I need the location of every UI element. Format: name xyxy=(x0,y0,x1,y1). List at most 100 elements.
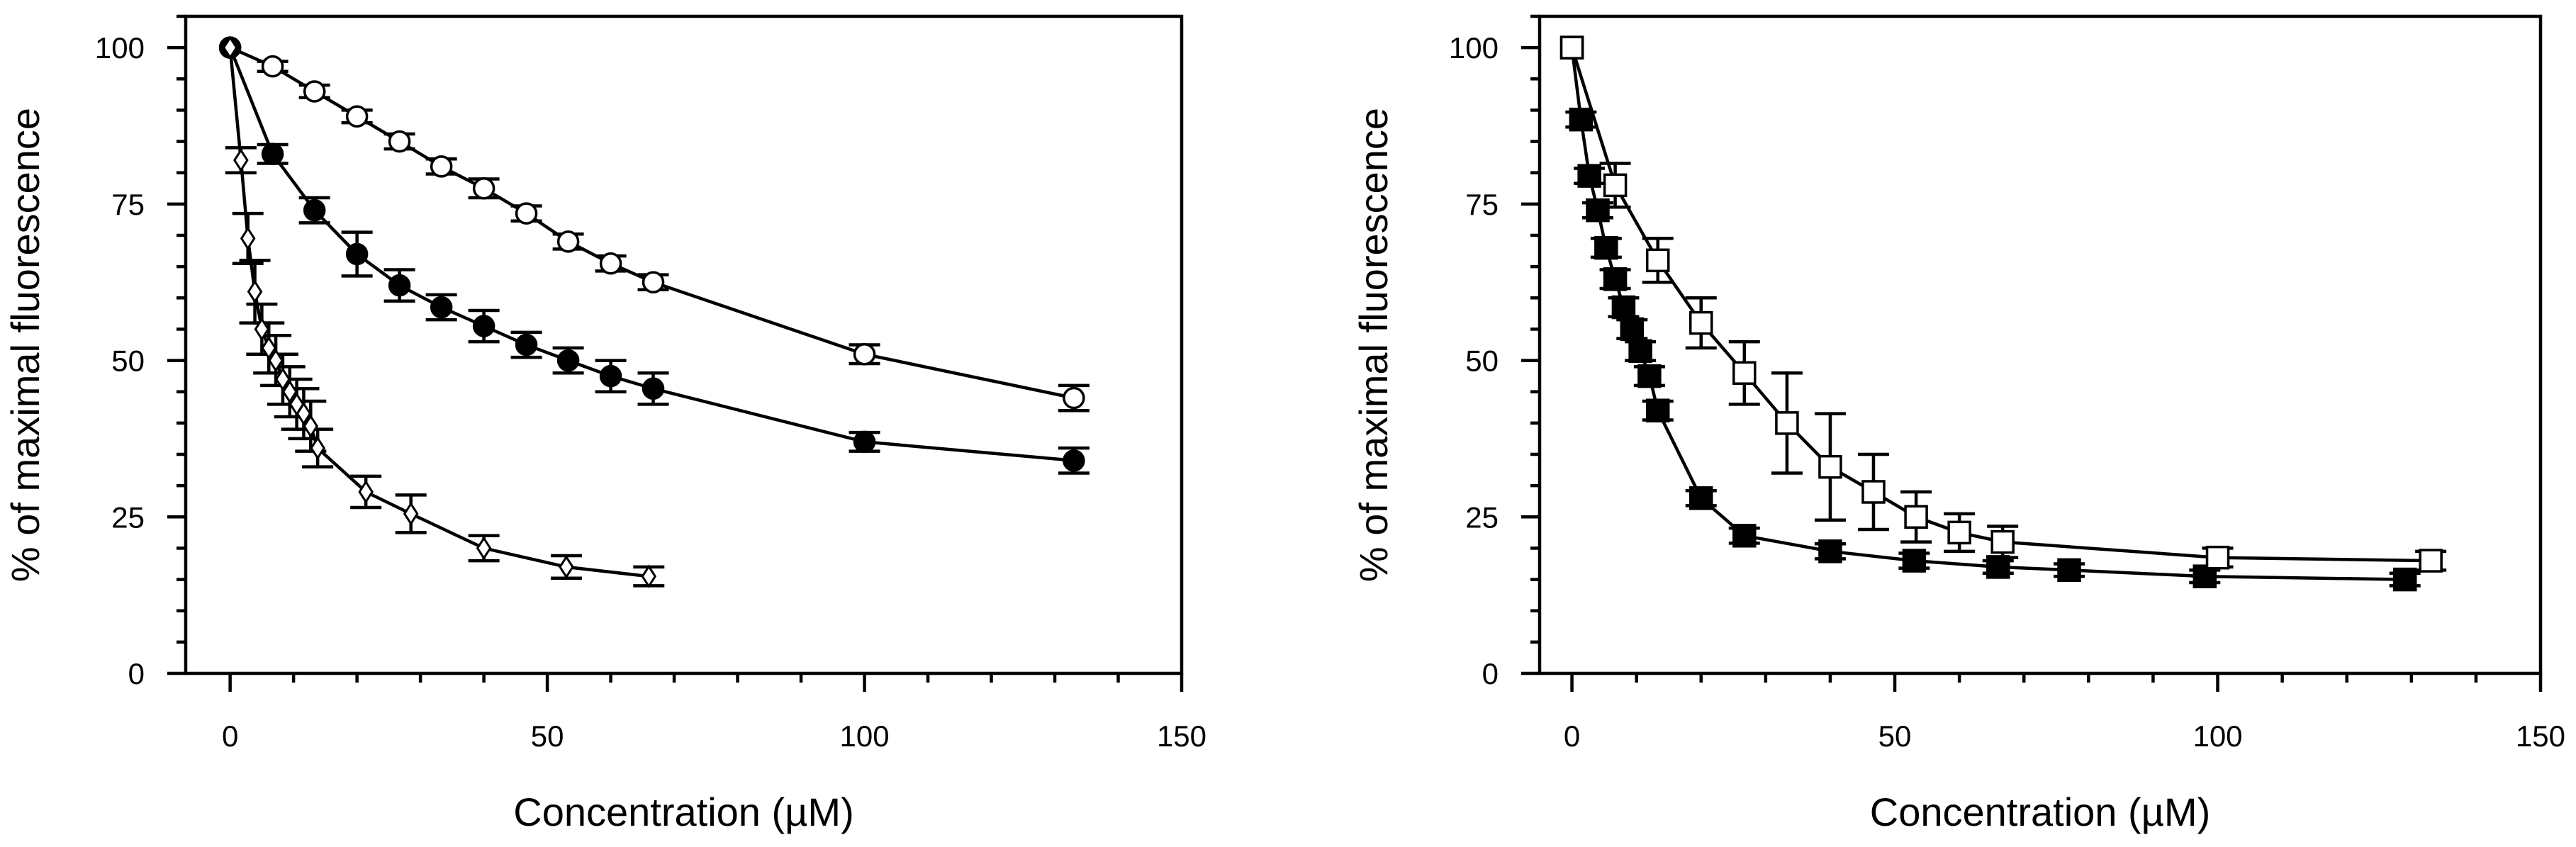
data-point xyxy=(1611,295,1636,320)
data-point xyxy=(254,317,270,342)
y-axis-title: % of maximal fluorescence xyxy=(1351,108,1396,582)
left-chart: 0 50 100 150 0 25 50 75 100 Concentration (µM) % o… xyxy=(3,14,1206,834)
y-tick-label: 75 xyxy=(111,188,145,221)
data-point xyxy=(2057,558,2081,583)
data-point xyxy=(599,364,622,388)
data-point xyxy=(853,342,876,366)
data-point xyxy=(310,436,325,460)
data-point xyxy=(476,536,492,561)
data-point xyxy=(556,230,580,253)
data-point xyxy=(1628,339,1652,364)
data-point xyxy=(240,226,256,251)
data-point xyxy=(430,296,453,319)
data-point xyxy=(388,274,411,297)
data-point xyxy=(1986,555,2010,579)
open-diamonds-series xyxy=(222,35,665,588)
data-point xyxy=(472,177,495,200)
x-tick-label: 150 xyxy=(2516,719,2565,753)
data-point xyxy=(599,252,622,275)
data-point xyxy=(303,80,326,103)
data-point xyxy=(1818,539,1842,563)
y-tick-label: 100 xyxy=(95,31,145,64)
x-axis-title: Concentration (µM) xyxy=(513,790,853,834)
data-point xyxy=(1645,398,1670,422)
data-point xyxy=(1620,317,1645,342)
data-point xyxy=(1775,411,1799,435)
data-point xyxy=(1732,524,1757,548)
y-tick-label: 50 xyxy=(111,344,145,378)
plot-frame xyxy=(184,14,1184,675)
data-point xyxy=(515,202,538,225)
data-point xyxy=(641,564,657,588)
x-tick-label: 100 xyxy=(840,719,890,753)
open-squares-series xyxy=(1559,35,2447,573)
x-tick-label: 0 xyxy=(1564,719,1580,753)
data-point xyxy=(1947,520,1971,545)
data-point xyxy=(1603,267,1628,291)
data-point xyxy=(1594,235,1618,260)
data-point xyxy=(430,155,453,178)
data-point xyxy=(296,401,312,426)
data-point xyxy=(2392,567,2417,592)
x-tick-label: 0 xyxy=(222,719,238,753)
data-point xyxy=(1689,310,1713,335)
y-axis-title: % of maximal fluorescence xyxy=(3,108,47,582)
data-point xyxy=(403,502,419,526)
open-circles-line xyxy=(229,46,1075,400)
data-point xyxy=(345,105,369,128)
data-point xyxy=(642,377,665,400)
data-point xyxy=(1559,35,1584,60)
data-point xyxy=(642,271,665,293)
x-axis-title: Concentration (µM) xyxy=(1870,790,2210,834)
data-point xyxy=(247,279,263,304)
data-point xyxy=(1586,198,1610,223)
data-point xyxy=(275,367,291,391)
data-point xyxy=(268,348,284,373)
data-point xyxy=(1990,529,2015,554)
data-point xyxy=(2419,549,2443,573)
data-point xyxy=(853,430,876,454)
data-point xyxy=(345,242,369,266)
filled-squares-series xyxy=(1559,35,2421,592)
data-point xyxy=(281,379,298,404)
data-point xyxy=(472,315,495,337)
y-tick-label: 0 xyxy=(1482,657,1499,690)
y-tick-label: 50 xyxy=(1465,344,1499,378)
data-point xyxy=(1637,364,1662,388)
y-tick-label: 0 xyxy=(128,657,145,690)
y-tick-label: 25 xyxy=(1465,500,1499,534)
data-point xyxy=(261,142,284,165)
data-point xyxy=(1569,107,1594,132)
data-point xyxy=(233,148,249,172)
filled-circles-series xyxy=(218,36,1090,475)
data-point xyxy=(303,198,326,222)
data-point xyxy=(1603,173,1628,198)
data-point xyxy=(1902,549,1927,573)
data-point xyxy=(358,480,374,504)
data-point xyxy=(1063,449,1085,472)
data-point xyxy=(1818,454,1842,479)
plot-frame xyxy=(1538,14,2543,675)
data-point xyxy=(1689,486,1713,510)
data-point xyxy=(261,55,284,78)
data-point xyxy=(1732,361,1757,385)
data-point xyxy=(222,35,238,60)
data-point xyxy=(388,130,411,153)
y-tick-label: 100 xyxy=(1449,31,1499,64)
x-tick-label: 100 xyxy=(2193,719,2242,753)
open-circles-series xyxy=(218,36,1090,413)
x-tick-label: 50 xyxy=(531,719,564,753)
data-point xyxy=(2205,545,2230,570)
data-point xyxy=(1904,505,1928,529)
data-point xyxy=(303,414,319,439)
y-tick-label: 75 xyxy=(1465,188,1499,221)
data-point xyxy=(559,555,574,579)
data-point xyxy=(261,336,277,360)
x-tick-label: 50 xyxy=(1878,719,1912,753)
data-point xyxy=(1063,386,1085,410)
right-chart: 0 50 100 150 0 25 50 75 100 Concentration (µM) % o… xyxy=(1351,14,2565,834)
data-point xyxy=(556,349,580,372)
data-point xyxy=(1577,164,1601,188)
data-point xyxy=(1861,480,1886,504)
